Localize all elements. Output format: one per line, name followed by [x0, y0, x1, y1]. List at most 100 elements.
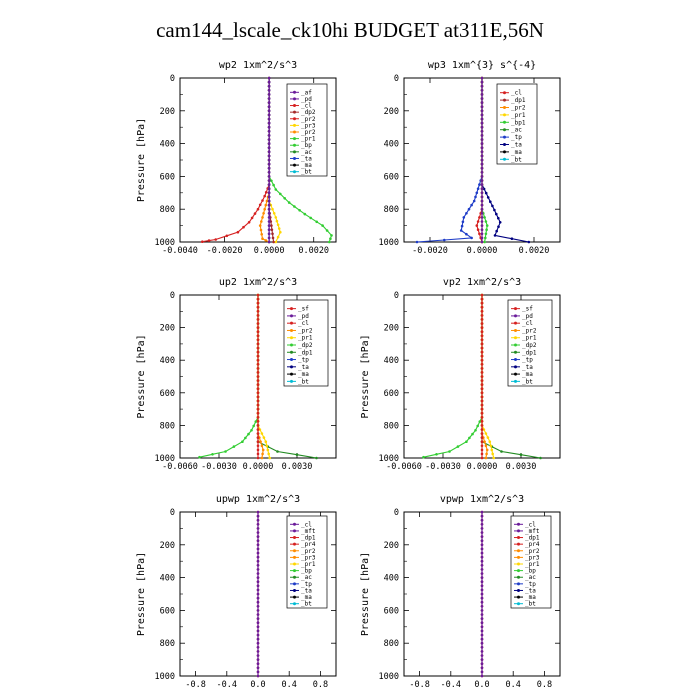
- legend-marker: [503, 91, 506, 95]
- panel-5: vpwp 1xm^2/s^3 0 200 400 600 800 1000 -0.8 -0.4 0…: [360, 494, 561, 690]
- legend-marker: [514, 328, 517, 332]
- data-point: [480, 80, 484, 84]
- data-point: [485, 228, 488, 231]
- data-point: [272, 183, 275, 187]
- data-point: [256, 539, 260, 542]
- data-point: [484, 456, 488, 460]
- data-point: [480, 350, 484, 354]
- series-purple: [256, 510, 260, 678]
- data-point: [256, 592, 260, 596]
- data-point: [267, 117, 271, 121]
- data-point: [519, 453, 523, 457]
- data-point: [256, 555, 260, 559]
- data-point: [461, 220, 465, 224]
- x-tick-label: 0.0000: [467, 246, 498, 256]
- data-point: [267, 84, 271, 88]
- data-point: [267, 121, 271, 125]
- legend-entry: _bp: [301, 142, 312, 149]
- data-point: [456, 445, 460, 448]
- data-point: [484, 444, 488, 448]
- data-point: [256, 399, 260, 403]
- legend-marker: [293, 97, 296, 101]
- legend-marker: [517, 562, 520, 566]
- data-point: [267, 154, 271, 158]
- data-point: [274, 216, 278, 219]
- legend-entry: _pr2: [301, 548, 316, 555]
- data-point: [267, 109, 271, 113]
- legend-entry: _ta: [525, 587, 536, 594]
- y-axis-label: Pressure [hPa]: [136, 334, 147, 418]
- data-point: [480, 310, 484, 313]
- legend-entry: _ta: [301, 155, 312, 162]
- legend-entry: _dp1: [525, 535, 540, 542]
- legend-entry: _ma: [301, 162, 312, 169]
- legend-entry: _ta: [301, 587, 312, 594]
- data-point: [467, 207, 471, 211]
- legend-entry: _tp: [298, 357, 309, 364]
- data-point: [480, 216, 484, 219]
- data-point: [256, 633, 260, 637]
- legend-marker: [290, 336, 293, 340]
- y-tick-label: 0: [394, 291, 399, 301]
- data-point: [256, 383, 260, 386]
- data-point: [261, 199, 264, 202]
- data-point: [480, 531, 484, 534]
- legend: _sf_pd_cl_pr2_pr1_dp2_dp1_tp_ta_ma_bt: [283, 299, 329, 387]
- legend-entry: _pr3: [301, 122, 316, 129]
- legend-marker: [293, 562, 296, 566]
- data-point: [480, 109, 484, 113]
- legend-entry: _pr4: [525, 541, 540, 548]
- data-point: [480, 625, 484, 629]
- data-point: [256, 375, 260, 378]
- legend-entry: _pd: [522, 313, 533, 320]
- data-point: [198, 455, 201, 459]
- data-point: [267, 171, 271, 174]
- legend-entry: _sf: [298, 306, 309, 313]
- data-point: [258, 224, 262, 227]
- data-point: [480, 580, 484, 583]
- data-point: [271, 232, 274, 236]
- legend-marker: [517, 582, 520, 586]
- data-point: [256, 350, 260, 354]
- legend-entry: _cl: [511, 90, 522, 97]
- data-point: [267, 199, 271, 203]
- data-point: [493, 208, 496, 212]
- legend: _sf_pd_cl_pr2_pr1_dp2_dp1_tp_ta_ma_bt: [507, 299, 553, 387]
- data-point: [261, 237, 264, 240]
- data-point: [480, 121, 484, 125]
- data-point: [480, 424, 484, 427]
- data-point: [480, 399, 484, 403]
- data-point: [268, 456, 272, 460]
- data-point: [267, 97, 271, 100]
- legend-marker: [503, 135, 506, 139]
- data-point: [267, 80, 271, 84]
- data-point: [256, 358, 260, 362]
- data-point: [256, 543, 260, 547]
- data-point: [207, 239, 211, 242]
- data-point: [225, 234, 229, 238]
- x-tick-label: 0.4: [506, 680, 521, 690]
- data-point: [476, 187, 480, 190]
- data-point: [267, 240, 271, 244]
- legend-marker: [293, 595, 296, 599]
- legend-marker: [517, 529, 520, 533]
- data-point: [480, 367, 484, 370]
- data-point: [260, 432, 264, 435]
- data-point: [490, 448, 494, 452]
- data-point: [480, 395, 484, 399]
- data-point: [256, 646, 260, 649]
- data-point: [256, 654, 260, 657]
- y-tick-label: 800: [160, 639, 175, 649]
- data-point: [480, 179, 484, 182]
- y-tick-label: 800: [384, 205, 399, 215]
- data-point: [256, 609, 260, 612]
- data-point: [483, 216, 486, 219]
- data-point: [267, 166, 271, 170]
- data-point: [480, 224, 484, 227]
- x-tick-label: -0.0020: [412, 246, 448, 256]
- legend: _cl_mft_dp1_pr4_pr2_pr3_pr1_bp_ac_tp_ta_…: [286, 515, 328, 609]
- data-point: [480, 379, 484, 382]
- data-point: [495, 212, 498, 216]
- legend-entry: _pr2: [511, 105, 526, 112]
- panel-0: wp2 1xm^2/s^3 0 200 400 600 800 1000-0.0040 -0.…: [136, 60, 337, 256]
